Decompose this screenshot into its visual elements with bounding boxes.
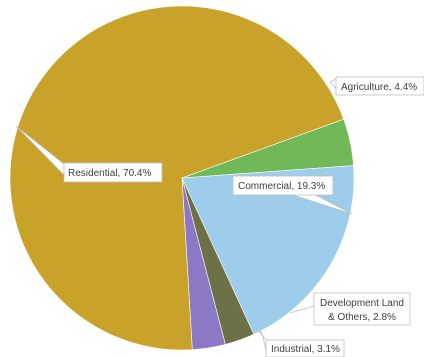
callout-box-development-land (313, 292, 411, 326)
callout-leader-development-land (289, 305, 315, 314)
label-agriculture: Agriculture, 4.4% (341, 82, 417, 93)
pie-slice-residential (9, 5, 345, 351)
callout-box-residential (63, 162, 163, 183)
label-development-land-line2: & Others, 2.8% (328, 312, 396, 323)
callout-box-industrial (265, 339, 345, 357)
pie-slices (9, 5, 355, 351)
pie-slice-commercial (181, 165, 355, 335)
callout-residential: Residential, 70.4% (15, 125, 163, 183)
callout-development-land: Development Land & Others, 2.8% (289, 292, 411, 326)
callout-box-commercial (232, 175, 334, 196)
callout-industrial: Industrial, 3.1% (257, 329, 345, 357)
callout-pointer-industrial (257, 329, 267, 352)
callout-agriculture: Agriculture, 4.4% (329, 76, 424, 96)
label-residential: Residential, 70.4% (68, 168, 151, 179)
label-industrial: Industrial, 3.1% (271, 344, 340, 355)
callout-commercial: Commercial, 19.3% (232, 175, 353, 215)
callout-box-agriculture (335, 76, 424, 96)
label-development-land-line1: Development Land (320, 298, 404, 309)
label-commercial: Commercial, 19.3% (238, 181, 325, 192)
